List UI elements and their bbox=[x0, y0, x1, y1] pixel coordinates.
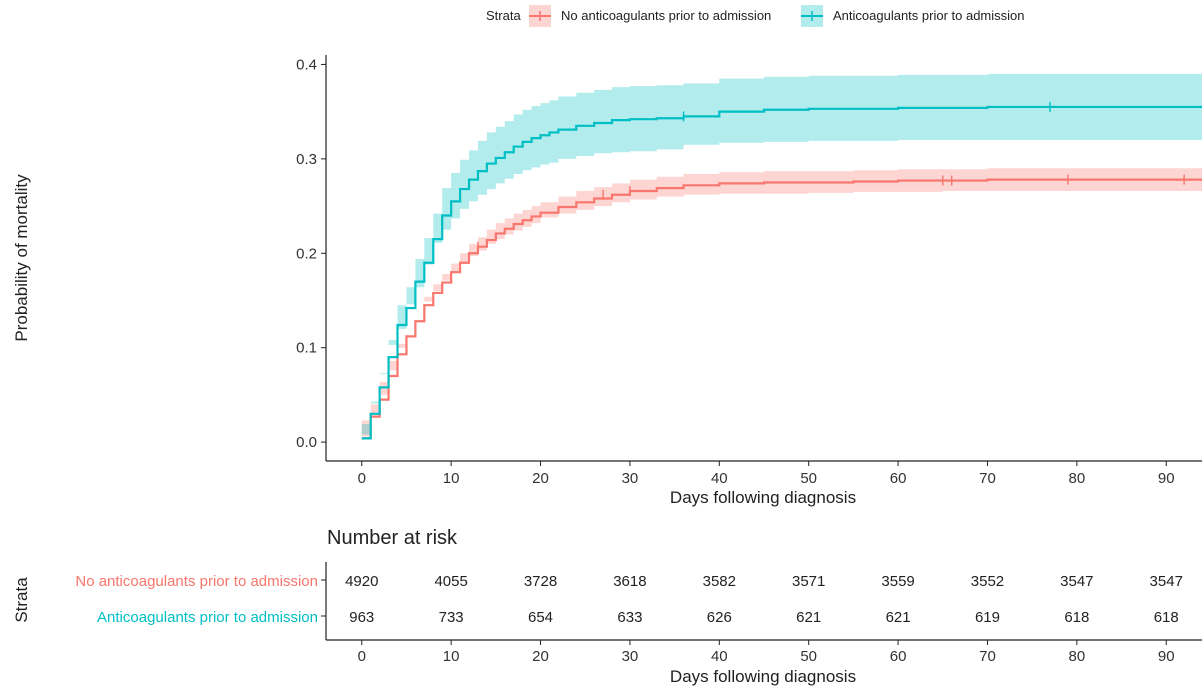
risk-value-anticoagulants-prior-to-admission: 619 bbox=[975, 609, 1000, 626]
risk-value-no-anticoagulants-prior-to-admission: 3728 bbox=[524, 573, 557, 590]
x-tick-label: 10 bbox=[443, 470, 460, 487]
risk-value-no-anticoagulants-prior-to-admission: 3571 bbox=[792, 573, 825, 590]
risk-value-anticoagulants-prior-to-admission: 733 bbox=[439, 609, 464, 626]
risk-value-no-anticoagulants-prior-to-admission: 3547 bbox=[1150, 573, 1183, 590]
x-tick-label: 30 bbox=[622, 470, 639, 487]
x-tick-label: 0 bbox=[358, 470, 366, 487]
legend: Strata No anticoagulants prior to admiss… bbox=[486, 5, 1025, 27]
risk-values: 4920 4055 3728 3618 3582 3571 3559 3552 3547 3547… bbox=[345, 573, 1183, 626]
y-tick-label: 0.3 bbox=[296, 151, 317, 168]
risk-table-title: Number at risk bbox=[327, 527, 458, 549]
x-tick-label: 20 bbox=[532, 470, 549, 487]
ci-band-anticoagulants-prior-to-admission bbox=[361, 73, 1202, 443]
risk-x-tick-label: 20 bbox=[532, 648, 549, 665]
survival-curves bbox=[361, 105, 1202, 440]
risk-x-tick-label: 60 bbox=[890, 648, 907, 665]
y-tick-label: 0.0 bbox=[296, 434, 317, 451]
main-plot: 0.0 0.1 0.2 0.3 0.4 0 10 20 30 40 50 60 70 80 90 Days… bbox=[12, 55, 1202, 507]
y-axis-title: Probability of mortality bbox=[12, 174, 31, 342]
risk-value-anticoagulants-prior-to-admission: 633 bbox=[617, 609, 642, 626]
risk-value-no-anticoagulants-prior-to-admission: 4920 bbox=[345, 573, 378, 590]
risk-value-no-anticoagulants-prior-to-admission: 3582 bbox=[703, 573, 736, 590]
risk-table: Number at risk No anticoagulants prior t… bbox=[12, 527, 1202, 686]
risk-value-no-anticoagulants-prior-to-admission: 3552 bbox=[971, 573, 1004, 590]
y-tick-label: 0.1 bbox=[296, 340, 317, 357]
x-tick-label: 50 bbox=[800, 470, 817, 487]
risk-x-tick-label: 10 bbox=[443, 648, 460, 665]
legend-title: Strata bbox=[486, 8, 521, 23]
curve-anticoagulants-prior-to-admission bbox=[361, 105, 1202, 440]
risk-value-anticoagulants-prior-to-admission: 621 bbox=[796, 609, 821, 626]
risk-value-no-anticoagulants-prior-to-admission: 4055 bbox=[434, 573, 467, 590]
risk-value-anticoagulants-prior-to-admission: 621 bbox=[886, 609, 911, 626]
risk-row-label-anticoagulants: Anticoagulants prior to admission bbox=[97, 609, 318, 626]
risk-value-anticoagulants-prior-to-admission: 618 bbox=[1154, 609, 1179, 626]
risk-table-x-title: Days following diagnosis bbox=[670, 667, 856, 686]
x-tick-label: 60 bbox=[890, 470, 907, 487]
x-tick-label: 40 bbox=[711, 470, 728, 487]
risk-table-y-title: Strata bbox=[12, 577, 31, 623]
confidence-bands bbox=[361, 73, 1202, 443]
risk-value-no-anticoagulants-prior-to-admission: 3547 bbox=[1060, 573, 1093, 590]
risk-value-anticoagulants-prior-to-admission: 654 bbox=[528, 609, 553, 626]
risk-value-anticoagulants-prior-to-admission: 963 bbox=[349, 609, 374, 626]
x-tick-label: 80 bbox=[1069, 470, 1086, 487]
risk-value-anticoagulants-prior-to-admission: 626 bbox=[707, 609, 732, 626]
risk-x-tick-label: 90 bbox=[1158, 648, 1175, 665]
x-tick-label: 90 bbox=[1158, 470, 1175, 487]
risk-x-axis-ticks: 0 10 20 30 40 50 60 70 80 90 bbox=[358, 640, 1175, 665]
legend-label-anticoagulants: Anticoagulants prior to admission bbox=[833, 8, 1025, 23]
risk-row-label-no-anticoagulants: No anticoagulants prior to admission bbox=[75, 573, 318, 590]
risk-x-tick-label: 0 bbox=[358, 648, 366, 665]
x-tick-label: 70 bbox=[979, 470, 996, 487]
y-tick-label: 0.2 bbox=[296, 245, 317, 262]
curve-no-anticoagulants-prior-to-admission bbox=[361, 178, 1202, 440]
x-axis-ticks: 0 10 20 30 40 50 60 70 80 90 bbox=[358, 461, 1175, 487]
risk-x-tick-label: 70 bbox=[979, 648, 996, 665]
risk-x-tick-label: 50 bbox=[800, 648, 817, 665]
y-axis-ticks: 0.0 0.1 0.2 0.3 0.4 bbox=[296, 56, 326, 451]
ci-band-no-anticoagulants-prior-to-admission bbox=[361, 168, 1202, 441]
y-tick-label: 0.4 bbox=[296, 56, 317, 73]
risk-value-no-anticoagulants-prior-to-admission: 3618 bbox=[613, 573, 646, 590]
risk-value-anticoagulants-prior-to-admission: 618 bbox=[1064, 609, 1089, 626]
censor-marks bbox=[477, 101, 1185, 252]
risk-x-tick-label: 30 bbox=[622, 648, 639, 665]
legend-label-no-anticoagulants: No anticoagulants prior to admission bbox=[561, 8, 771, 23]
risk-value-no-anticoagulants-prior-to-admission: 3559 bbox=[881, 573, 914, 590]
risk-x-tick-label: 80 bbox=[1069, 648, 1086, 665]
risk-x-tick-label: 40 bbox=[711, 648, 728, 665]
x-axis-title: Days following diagnosis bbox=[670, 488, 856, 507]
